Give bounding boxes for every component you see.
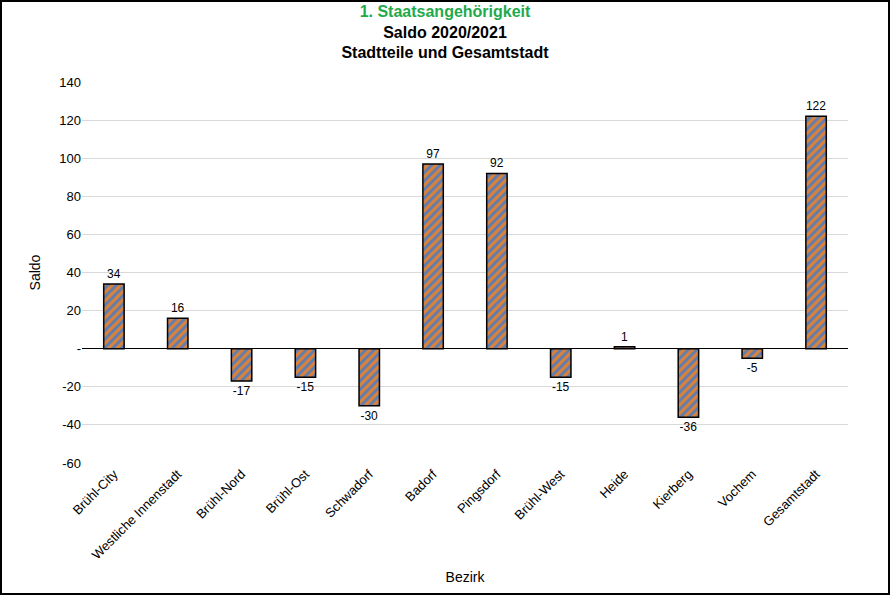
svg-text:Vochem: Vochem <box>715 467 759 511</box>
svg-text:1: 1 <box>621 330 628 344</box>
svg-text:Gesamtstadt: Gesamtstadt <box>760 466 823 529</box>
svg-text:140: 140 <box>59 75 81 90</box>
svg-text:-36: -36 <box>680 420 698 434</box>
svg-text:20: 20 <box>67 303 81 318</box>
svg-text:60: 60 <box>67 227 81 242</box>
svg-text:Westliche Innenstadt: Westliche Innenstadt <box>89 466 185 562</box>
svg-text:Saldo: Saldo <box>27 254 43 290</box>
svg-text:Pingsdorf: Pingsdorf <box>454 466 504 516</box>
svg-text:97: 97 <box>426 147 440 161</box>
svg-text:Kierberg: Kierberg <box>650 467 695 512</box>
svg-text:92: 92 <box>490 156 504 170</box>
svg-text:Brühl-City: Brühl-City <box>70 466 121 517</box>
svg-text:100: 100 <box>59 151 81 166</box>
svg-text:-40: -40 <box>62 417 81 432</box>
svg-text:Brühl-West: Brühl-West <box>512 466 568 522</box>
svg-text:-20: -20 <box>62 379 81 394</box>
svg-text:Bezirk: Bezirk <box>446 569 486 585</box>
svg-text:40: 40 <box>67 265 81 280</box>
svg-text:-15: -15 <box>552 380 570 394</box>
svg-text:-5: -5 <box>747 361 758 375</box>
svg-text:122: 122 <box>806 99 826 113</box>
svg-text:34: 34 <box>107 267 121 281</box>
svg-text:16: 16 <box>171 301 185 315</box>
svg-text:120: 120 <box>59 113 81 128</box>
svg-text:-15: -15 <box>297 380 315 394</box>
svg-text:Heide: Heide <box>597 467 632 502</box>
svg-text:-17: -17 <box>233 384 251 398</box>
svg-text:Schwadorf: Schwadorf <box>322 466 376 520</box>
svg-text:-: - <box>77 341 81 356</box>
svg-text:Brühl-Nord: Brühl-Nord <box>193 467 248 522</box>
svg-text:-30: -30 <box>360 409 378 423</box>
svg-text:80: 80 <box>67 189 81 204</box>
svg-text:Badorf: Badorf <box>402 466 440 504</box>
svg-text:Brühl-Ost: Brühl-Ost <box>263 466 313 516</box>
svg-text:-60: -60 <box>62 456 81 471</box>
svg-text:1. StaatsangehörigkeitSaldo 20: 1. StaatsangehörigkeitSaldo 2020/2021Sta… <box>341 3 549 62</box>
